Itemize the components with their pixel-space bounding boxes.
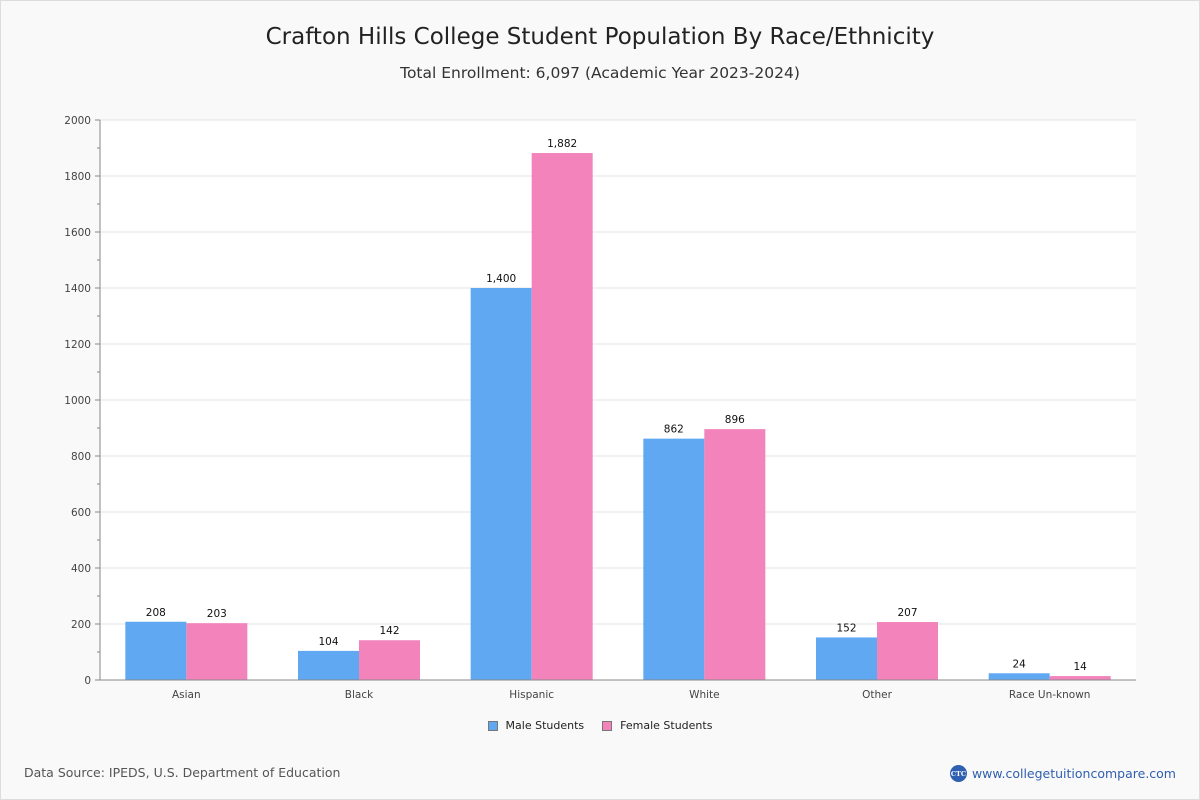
chart-subtitle: Total Enrollment: 6,097 (Academic Year 2… (400, 64, 800, 82)
data-label: 207 (897, 607, 917, 619)
data-label: 1,400 (486, 273, 516, 285)
y-tick-label: 1000 (64, 395, 91, 407)
bar-female (359, 640, 420, 680)
legend-item-female[interactable]: Female Students (602, 719, 712, 732)
x-tick-label: Hispanic (509, 689, 554, 701)
bar-female (704, 429, 766, 680)
data-label: 1,882 (547, 138, 577, 150)
legend: Male Students Female Students (0, 719, 1200, 732)
bar-male (125, 621, 187, 680)
legend-label-male: Male Students (505, 719, 585, 732)
bar-male (298, 650, 359, 680)
legend-label-female: Female Students (620, 719, 713, 732)
legend-item-male[interactable]: Male Students (487, 719, 585, 732)
data-label: 862 (664, 424, 684, 436)
bar-female (877, 622, 938, 680)
bar-female (186, 623, 248, 680)
x-tick-label: White (689, 689, 720, 701)
bar-male (816, 637, 877, 680)
data-source: Data Source: IPEDS, U.S. Department of E… (24, 765, 341, 780)
y-tick-label: 1600 (64, 227, 91, 239)
data-label: 24 (1012, 658, 1026, 670)
y-tick-label: 1800 (64, 171, 91, 183)
data-label: 14 (1073, 661, 1087, 673)
data-label: 152 (836, 622, 856, 634)
data-label: 203 (207, 608, 227, 620)
x-tick-label: Black (345, 689, 374, 701)
bar-male (470, 288, 532, 680)
bar-male (988, 673, 1050, 680)
x-tick-label: Race Un-known (1009, 689, 1091, 701)
bar-female (1049, 676, 1111, 680)
x-tick-label: Other (862, 689, 892, 701)
data-label: 208 (146, 607, 166, 619)
data-label: 896 (725, 414, 745, 426)
bar-female (531, 153, 593, 681)
y-tick-label: 1200 (64, 339, 91, 351)
y-tick-label: 0 (84, 675, 91, 687)
brand-url: www.collegetuitioncompare.com (971, 766, 1176, 781)
bar-male (643, 438, 705, 680)
ctc-logo-icon: CTC (949, 765, 967, 782)
y-tick-label: 200 (71, 619, 91, 631)
x-tick-label: Asian (172, 689, 201, 701)
y-tick-label: 1400 (64, 283, 91, 295)
legend-swatch-female (602, 720, 613, 731)
data-label: 142 (379, 625, 399, 637)
y-tick-label: 600 (71, 507, 91, 519)
chart-title: Crafton Hills College Student Population… (265, 24, 935, 50)
y-tick-label: 800 (71, 451, 91, 463)
data-label: 104 (318, 636, 338, 648)
y-tick-label: 2000 (64, 115, 91, 127)
y-tick-label: 400 (71, 563, 91, 575)
brand-link[interactable]: CTC www.collegetuitioncompare.com (949, 765, 1176, 782)
legend-swatch-male (487, 720, 498, 731)
